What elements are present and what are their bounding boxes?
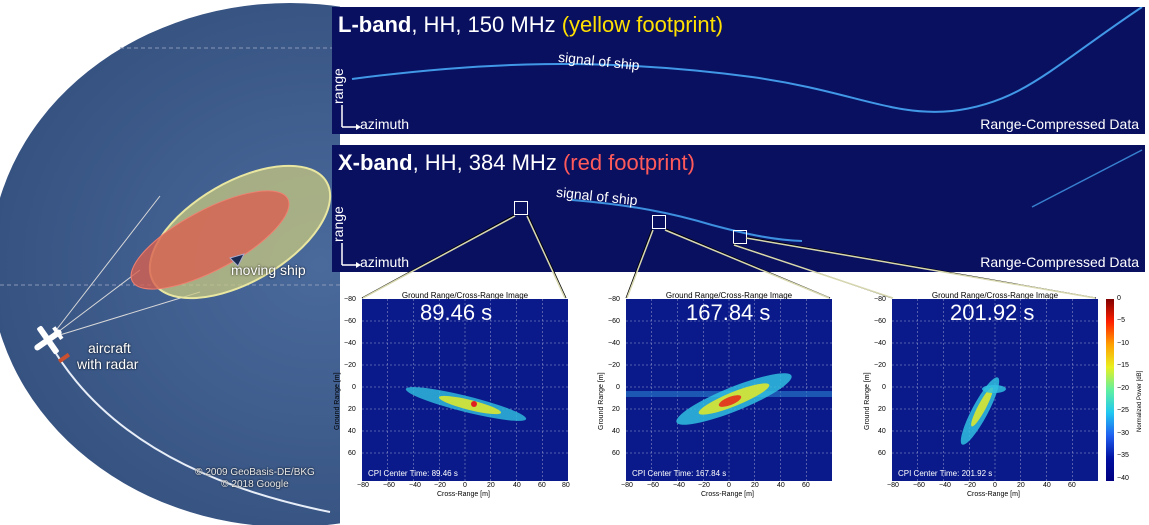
- zoom-box-2: [652, 215, 666, 229]
- aircraft-icon: [34, 325, 64, 355]
- lband-axis-azimuth: azimuth: [360, 116, 410, 132]
- img2-cpi: CPI Center Time: 167.84 s: [632, 469, 727, 478]
- img3-time: 201.92 s: [950, 300, 1035, 325]
- img2-xlabel: Cross-Range [m]: [701, 491, 754, 498]
- colorbar: [1106, 299, 1114, 481]
- img1-time: 89.46 s: [420, 300, 493, 325]
- img2-ylabel: Ground Range [m]: [598, 372, 605, 430]
- img2-title: Ground Range/Cross-Range Image: [665, 291, 793, 300]
- img1-plot: 89.46 s CPI Center Time: 89.46 s: [362, 299, 568, 481]
- copyright-1: © 2009 GeoBasis-DE/BKG: [195, 467, 315, 478]
- img2-xticks: −80 −60 −40 −20 0 20 40 60: [621, 482, 810, 489]
- xband-title: X-band, HH, 384 MHz (red footprint): [338, 150, 695, 175]
- img3-yticks: −80 −60 −40 −20 0 20 40 60: [874, 296, 886, 457]
- xband-axis-azimuth: azimuth: [360, 254, 410, 270]
- img1-title: Ground Range/Cross-Range Image: [401, 291, 529, 300]
- img1-cpi: CPI Center Time: 89.46 s: [368, 469, 458, 478]
- aircraft-label-1: aircraft: [88, 340, 131, 356]
- ship-label: moving ship: [231, 262, 306, 278]
- img2-time: 167.84 s: [686, 300, 771, 325]
- img1-xticks: −80 −60 −40 −20 0 20 40 60 80: [357, 482, 570, 489]
- copyright-2: © 2018 Google: [221, 479, 289, 490]
- aircraft-label-2: with radar: [77, 356, 139, 372]
- lband-ship-signal: [351, 7, 1143, 113]
- img3-xlabel: Cross-Range [m]: [967, 491, 1020, 498]
- img3-title: Ground Range/Cross-Range Image: [931, 291, 1059, 300]
- footprint-red: [130, 190, 290, 290]
- xband-axis-range: range: [332, 206, 346, 242]
- img3-cpi: CPI Center Time: 201.92 s: [898, 469, 993, 478]
- img1-ylabel: Ground Range [m]: [334, 372, 341, 430]
- img2-yticks: −80 −60 −40 −20 0 20 40 60: [608, 296, 620, 457]
- xband-ship-signal: [571, 199, 803, 242]
- colorbar-label: Normalized Power [dB]: [1137, 370, 1143, 432]
- colorbar-ticks: 0 −5 −10 −15 −20 −25 −30 −35 −40: [1117, 295, 1129, 482]
- aircraft-track: [47, 339, 331, 513]
- lband-panel: L-band, HH, 150 MHz (yellow footprint) s…: [332, 7, 1145, 134]
- img1-xlabel: Cross-Range [m]: [437, 491, 490, 498]
- xband-data-label: Range-Compressed Data: [980, 254, 1139, 270]
- img2-plot: 167.84 s CPI Center Time: 167.84 s: [626, 299, 832, 481]
- img3-plot: 201.92 s CPI Center Time: 201.92 s: [892, 299, 1098, 481]
- zoom-box-3: [733, 230, 747, 244]
- xband-panel: X-band, HH, 384 MHz (red footprint) sign…: [332, 145, 1145, 272]
- img1-yticks: −80 −60 −40 −20 0 20 40 60: [344, 296, 356, 457]
- zoom-box-1: [514, 201, 528, 215]
- ship-arrow-icon: [229, 253, 245, 267]
- lband-data-label: Range-Compressed Data: [980, 116, 1139, 132]
- lband-axis-range: range: [332, 68, 346, 104]
- satellite-map: moving ship aircraft with radar © 2009 G…: [0, 0, 340, 525]
- img3-xticks: −80 −60 −40 −20 0 20 40 60: [887, 482, 1076, 489]
- lband-title: L-band, HH, 150 MHz (yellow footprint): [338, 12, 724, 37]
- img3-ylabel: Ground Range [m]: [864, 372, 871, 430]
